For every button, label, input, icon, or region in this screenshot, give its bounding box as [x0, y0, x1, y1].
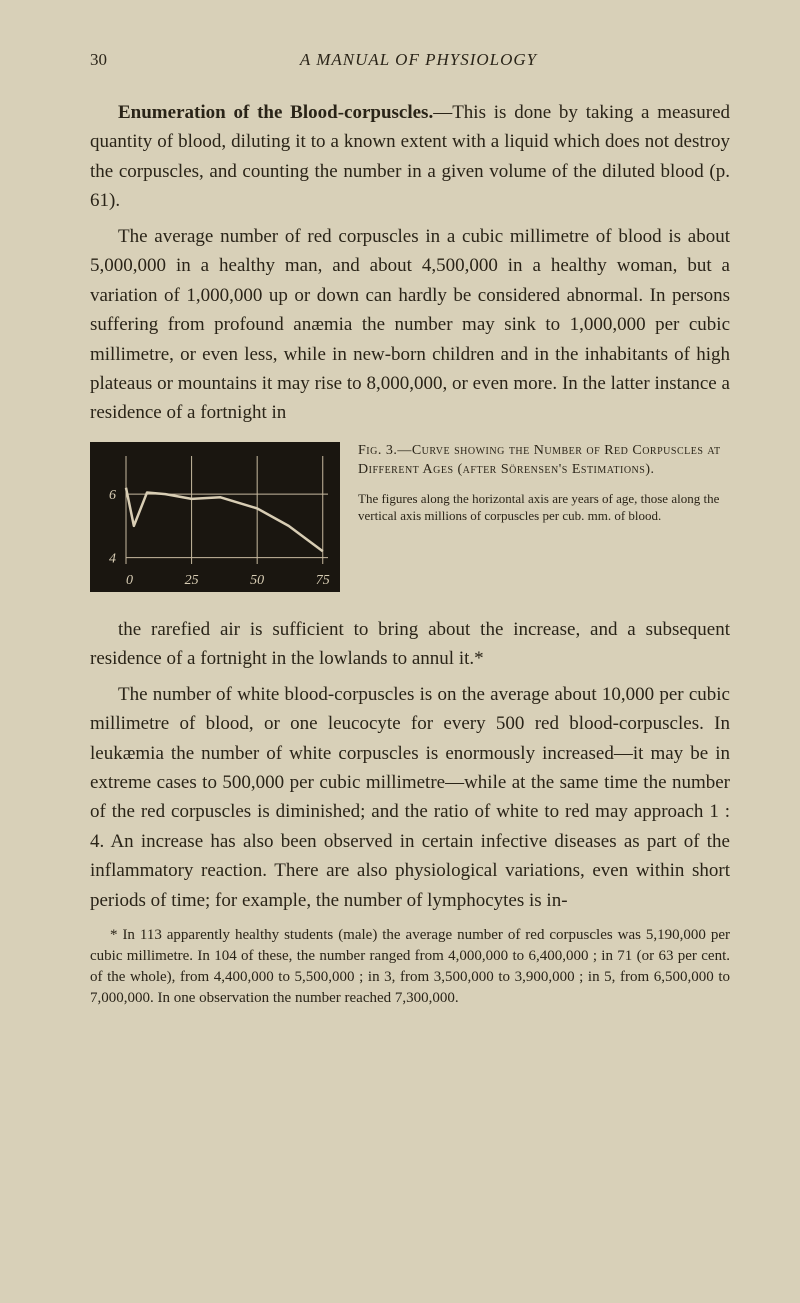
paragraph-4: The number of white blood-corpuscles is … [90, 680, 730, 916]
paragraph-2: The average number of red corpuscles in … [90, 222, 730, 428]
paragraph-1-bold: Enumeration of the Blood-corpuscles. [118, 102, 433, 123]
figure-3: 0 25 50 75 4 6 Fig. 3.—Curve showing the Numb… [90, 442, 730, 597]
figure-3-caption: Fig. 3.—Curve showing the Number of Red … [358, 442, 730, 525]
svg-text:4: 4 [109, 551, 116, 566]
svg-text:50: 50 [250, 573, 264, 588]
figure-3-svg: 0 25 50 75 4 6 [90, 442, 340, 592]
figure-3-chart: 0 25 50 75 4 6 [90, 442, 340, 597]
page-number: 30 [90, 50, 107, 70]
svg-text:0: 0 [126, 573, 133, 588]
running-title: A MANUAL OF PHYSIOLOGY [197, 50, 640, 70]
svg-text:75: 75 [316, 573, 330, 588]
svg-text:25: 25 [185, 573, 199, 588]
figure-3-caption-main: Fig. 3.—Curve showing the Number of Red … [358, 442, 730, 480]
footnote: * In 113 apparently healthy students (ma… [90, 925, 730, 1009]
page-header: 30 A MANUAL OF PHYSIOLOGY [90, 50, 730, 70]
page: 30 A MANUAL OF PHYSIOLOGY Enumeration of… [0, 0, 800, 1303]
figure-3-caption-sub: The figures along the horizontal axis ar… [358, 490, 730, 525]
svg-text:6: 6 [109, 488, 116, 503]
paragraph-1: Enumeration of the Blood-corpuscles.—Thi… [90, 98, 730, 216]
paragraph-3: the rarefied air is sufficient to bring … [90, 615, 730, 674]
